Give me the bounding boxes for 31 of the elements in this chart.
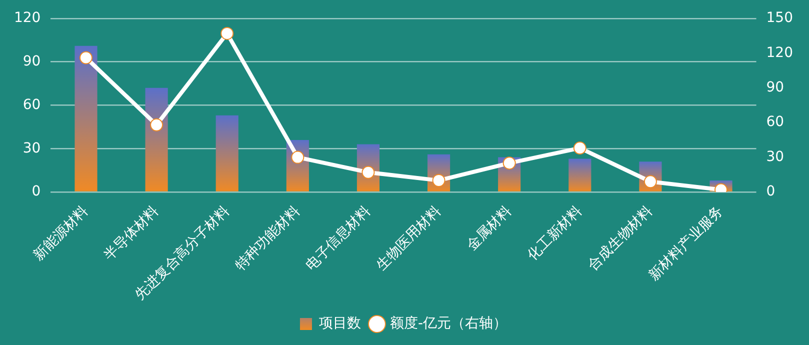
point: [220, 26, 234, 40]
x-tick-label: 电子信息材料: [302, 203, 374, 274]
bar: [216, 115, 238, 192]
point: [502, 156, 516, 170]
point: [573, 142, 586, 155]
point: [432, 174, 446, 187]
point: [291, 150, 304, 164]
y-tick-label: 60: [22, 96, 41, 113]
x-tick-label: 特种功能材料: [232, 203, 304, 274]
x-tick-label: 生物医用材料: [373, 203, 444, 274]
legend-label: 项目数: [318, 316, 361, 332]
x-tick-label: 新能源材料: [30, 203, 92, 264]
y-tick-label: 90: [22, 53, 41, 70]
legend-label: 额度-亿元（右轴）: [390, 316, 508, 332]
x-tick-label: 化工新材料: [524, 203, 586, 264]
y2-tick-label: 150: [766, 10, 794, 26]
y2-tick-label: 120: [766, 44, 794, 61]
bar: [568, 158, 592, 192]
y-tick-label: 120: [14, 10, 41, 26]
x-tick-label: 金属材料: [464, 203, 515, 254]
y2-tick-label: 0: [766, 184, 776, 200]
x-tick-label: 半导体材料: [101, 203, 162, 264]
point: [150, 118, 164, 132]
y-tick-label: 30: [22, 140, 41, 156]
bar: [145, 88, 168, 192]
y-tick-label: 0: [32, 184, 41, 200]
bar: [74, 46, 98, 192]
y2-tick-label: 90: [766, 79, 784, 96]
point: [80, 51, 92, 64]
y2-tick-label: 60: [766, 114, 784, 130]
y2-tick-label: 30: [766, 148, 784, 165]
